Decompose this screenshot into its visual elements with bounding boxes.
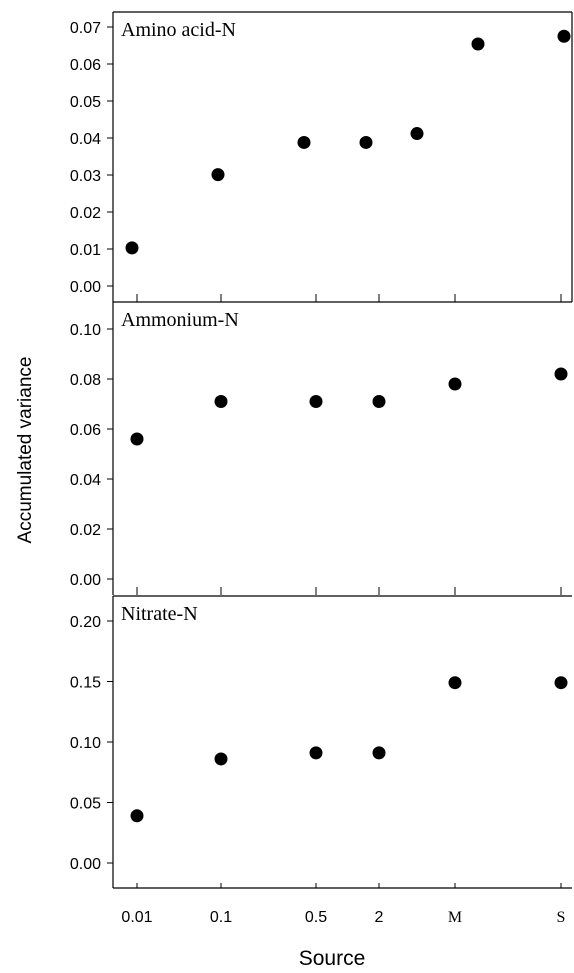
data-point-3-3 xyxy=(372,746,386,760)
y-tick-label-3-0: 0.00 xyxy=(70,856,101,873)
data-point-1-5 xyxy=(471,37,485,51)
data-point-2-4 xyxy=(448,377,462,391)
data-point-3-5 xyxy=(554,676,568,690)
y-tick-label-2-3: 0.06 xyxy=(70,422,101,439)
panel-title-3: Nitrate-N xyxy=(121,603,198,625)
data-point-1-6 xyxy=(557,29,571,43)
panels-group: 0.00 0.01 0.02 0.03 0.04 0.05 0.06 0.07 Amino ac… xyxy=(70,11,573,926)
x-axis-label: Source xyxy=(299,947,366,970)
y-tick-label-2-5: 0.10 xyxy=(70,322,101,339)
y-tick-label-1-1: 0.01 xyxy=(70,242,101,259)
y-tick-label-2-1: 0.02 xyxy=(70,522,101,539)
y-tick-label-1-6: 0.06 xyxy=(70,57,101,74)
y-tick-label-1-4: 0.04 xyxy=(70,131,101,148)
y-axis-label: Accumulated variance xyxy=(15,357,36,544)
data-point-1-3 xyxy=(359,135,373,149)
data-point-3-0 xyxy=(130,809,144,823)
data-point-2-0 xyxy=(130,432,144,446)
data-point-1-4 xyxy=(410,127,424,141)
x-tick-label-2: 0.5 xyxy=(305,909,327,926)
data-point-2-1 xyxy=(214,395,228,408)
data-point-2-3 xyxy=(372,395,386,408)
y-tick-label-1-2: 0.02 xyxy=(70,205,101,222)
data-point-3-4 xyxy=(448,676,462,690)
y-tick-label-3-1: 0.05 xyxy=(70,796,101,813)
y-tick-label-2-2: 0.04 xyxy=(70,472,101,489)
data-point-3-1 xyxy=(214,752,228,766)
x-tick-label-1: 0.1 xyxy=(210,909,232,926)
y-tick-label-2-4: 0.08 xyxy=(70,372,101,389)
x-tick-label-5: S xyxy=(557,909,566,926)
y-tick-label-1-5: 0.05 xyxy=(70,94,101,111)
x-tick-label-4: M xyxy=(448,909,462,926)
data-point-1-2 xyxy=(297,135,311,149)
data-point-1-1 xyxy=(211,168,225,182)
data-point-2-5 xyxy=(554,367,568,381)
panel-title-1: Amino acid-N xyxy=(121,19,236,41)
data-point-2-2 xyxy=(309,395,323,408)
data-point-1-0 xyxy=(125,241,139,255)
y-tick-label-3-2: 0.10 xyxy=(70,735,101,752)
y-tick-label-2-0: 0.00 xyxy=(70,572,101,589)
data-point-3-2 xyxy=(309,746,323,760)
y-tick-label-3-4: 0.20 xyxy=(70,614,101,631)
x-tick-label-0: 0.01 xyxy=(121,909,152,926)
y-tick-label-1-0: 0.00 xyxy=(70,279,101,296)
panel-title-2: Ammonium-N xyxy=(121,309,239,331)
x-tick-label-3: 2 xyxy=(375,909,384,926)
y-tick-label-3-3: 0.15 xyxy=(70,675,101,692)
y-tick-label-1-7: 0.07 xyxy=(70,20,101,37)
y-tick-label-1-3: 0.03 xyxy=(70,168,101,185)
